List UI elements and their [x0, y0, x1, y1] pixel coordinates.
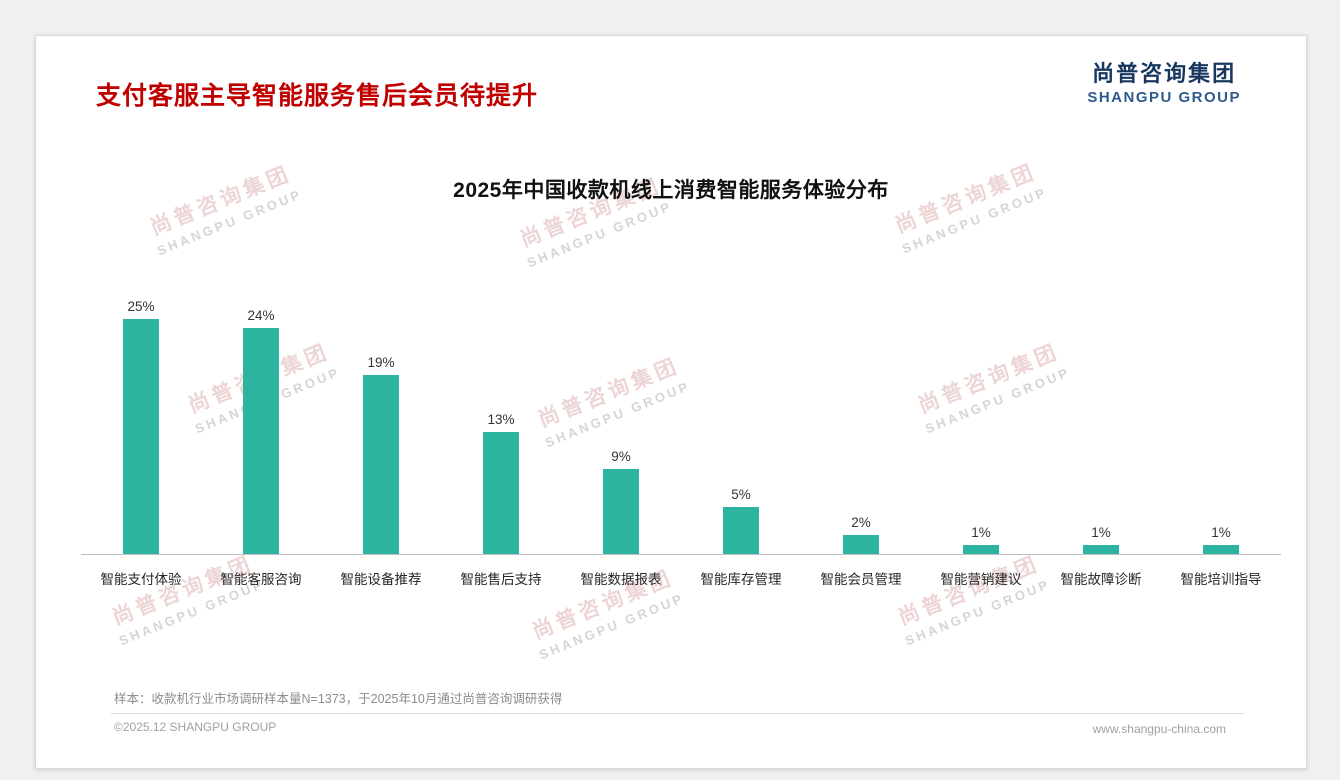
bar-value-label: 24%	[247, 308, 275, 323]
bar	[963, 545, 999, 554]
bar	[1083, 545, 1119, 554]
bar-group: 19%	[321, 355, 441, 554]
bar	[483, 432, 519, 554]
bar-value-label: 9%	[611, 449, 631, 464]
slide-card: 尚普咨询集团 SHANGPU GROUP 尚普咨询集团 SHANGPU GROUP 尚普…	[35, 35, 1307, 769]
category-label: 智能支付体验	[100, 572, 182, 587]
footer-copyright: ©2025.12 SHANGPU GROUP	[114, 720, 277, 734]
bar-group: 1%	[921, 525, 1041, 554]
bar-value-label: 5%	[731, 487, 751, 502]
bar-group: 2%	[801, 515, 921, 554]
company-logo: 尚普咨询集团 SHANGPU GROUP	[1087, 56, 1241, 106]
category-labels-row: 智能支付体验 智能客服咨询 智能设备推荐 智能售后支持 智能数据报表 智能库存管理 智能会员…	[81, 555, 1281, 588]
logo-text-cn: 尚普咨询集团	[1092, 61, 1237, 86]
bar-value-label: 25%	[127, 299, 155, 314]
bar-value-label: 13%	[487, 412, 515, 427]
footer-divider	[111, 713, 1244, 714]
category-label: 智能售后支持	[460, 572, 542, 587]
category-label: 智能客服咨询	[220, 572, 302, 587]
watermark-text-en: SHANGPU GROUP	[536, 590, 687, 663]
bar-value-label: 1%	[1211, 525, 1231, 540]
category-label: 智能故障诊断	[1060, 572, 1142, 587]
bar	[723, 507, 759, 554]
bar-group: 24%	[201, 308, 321, 554]
category-label: 智能设备推荐	[340, 572, 422, 587]
chart-title: 2025年中国收款机线上消费智能服务体验分布	[453, 179, 889, 202]
bar	[1203, 545, 1239, 554]
category-label: 智能库存管理	[700, 572, 782, 587]
bar	[363, 375, 399, 554]
bar-value-label: 2%	[851, 515, 871, 530]
bar	[603, 469, 639, 554]
bar-chart: 25% 24% 19% 13% 9% 5% 2% 1% 1% 1% 智能支付体验 智能客服咨询 智能设…	[81, 299, 1281, 588]
category-label: 智能营销建议	[940, 572, 1022, 587]
category-label: 智能数据报表	[580, 572, 662, 587]
sample-footnote: 样本：收款机行业市场调研样本量N=1373，于2025年10月通过尚普咨询调研获…	[114, 692, 563, 706]
bar-group: 1%	[1161, 525, 1281, 554]
bar-group: 25%	[81, 299, 201, 554]
bar	[843, 535, 879, 554]
bar	[123, 319, 159, 554]
bar-value-label: 1%	[971, 525, 991, 540]
bar-group: 9%	[561, 449, 681, 554]
footer-website: www.shangpu-china.com	[1092, 722, 1226, 736]
watermark-text-en: SHANGPU GROUP	[524, 198, 675, 271]
bar-group: 1%	[1041, 525, 1161, 554]
bar	[243, 328, 279, 554]
bar-value-label: 1%	[1091, 525, 1111, 540]
logo-text-en: SHANGPU GROUP	[1087, 89, 1241, 106]
bars-row: 25% 24% 19% 13% 9% 5% 2% 1% 1% 1%	[81, 299, 1281, 555]
category-label: 智能培训指导	[1180, 572, 1262, 587]
bar-group: 13%	[441, 412, 561, 554]
bar-value-label: 19%	[367, 355, 395, 370]
bar-group: 5%	[681, 487, 801, 554]
page-title: 支付客服主导智能服务售后会员待提升	[96, 82, 539, 110]
category-label: 智能会员管理	[820, 572, 902, 587]
